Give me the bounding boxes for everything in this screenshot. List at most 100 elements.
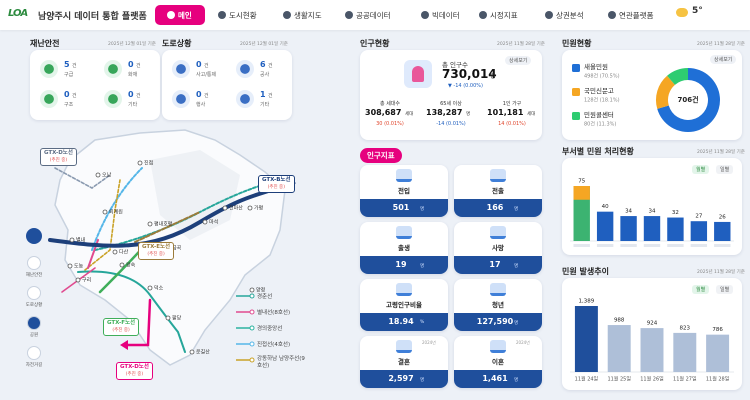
x-tick-label: 11월 27일	[673, 376, 697, 383]
indicator-value: 17	[489, 260, 501, 269]
pop-item-value: 138,287	[426, 108, 463, 117]
detail-button[interactable]: 상세보기	[505, 56, 532, 65]
pop-item-value: 101,181	[487, 108, 524, 117]
data-label: 34	[625, 209, 632, 215]
indicator-unit: %	[420, 320, 425, 325]
nav-item[interactable]: 시정지표	[477, 5, 535, 25]
legend-label: 경춘선	[257, 294, 273, 300]
total-value: 730,014	[442, 67, 497, 81]
indicator-value-bar: 17 명	[454, 256, 542, 274]
line-name: GTX-B노선	[262, 177, 291, 183]
bar	[620, 216, 637, 241]
nav-item[interactable]: 도시현황	[216, 5, 274, 25]
pop-item-unit: 세대	[527, 112, 536, 117]
line-name: GTX-E노선	[142, 244, 171, 250]
status-unit: 건	[204, 93, 209, 99]
station-name: 진접	[144, 160, 153, 167]
status-value: 0	[128, 90, 134, 99]
side-menu-icon[interactable]	[27, 346, 41, 360]
bar	[574, 306, 598, 372]
bar-highlight	[573, 186, 590, 200]
indicator-value-bar: 166 명	[454, 199, 542, 217]
status-label: 기타	[128, 102, 138, 108]
status-card: 0 건 사고/통제 6 건 공사 0 건 행사 1 건 기타	[162, 50, 292, 120]
station-dot	[222, 205, 228, 211]
nav-icon	[283, 11, 291, 19]
indicator-card[interactable]: 청년 127,590 명	[454, 279, 542, 331]
indicator-value-bar: 2,597 명	[360, 370, 448, 388]
indicator-value-bar: 501 명	[360, 199, 448, 217]
status-icon	[40, 90, 58, 108]
status-value: 1	[260, 90, 266, 99]
nav-item[interactable]: 상권분석	[543, 5, 601, 25]
total-label: 총 인구수	[442, 61, 468, 69]
nav-item[interactable]: 빅데이터	[419, 5, 477, 25]
toggle-button[interactable]: 월별	[692, 285, 710, 294]
chart-svg: 75 40 34 34 32 27 26	[570, 179, 734, 247]
x-tick-label: 11월 26일	[640, 376, 664, 383]
status-label: 사고/통제	[196, 72, 217, 78]
toggle-button[interactable]: 일별	[716, 285, 734, 294]
bar	[690, 221, 708, 241]
indicator-note: 2024년	[422, 340, 436, 345]
nav-item[interactable]: 생활지도	[281, 5, 339, 25]
station-name: 금곡	[172, 246, 182, 252]
status-label: 기타	[260, 102, 270, 108]
indicator-value: 166	[486, 203, 504, 212]
weather: 5°	[692, 6, 703, 16]
side-menu-icon[interactable]	[27, 256, 41, 270]
data-label: 924	[647, 321, 658, 327]
status-unit: 건	[72, 93, 77, 99]
nav-item[interactable]: 공공데이터	[343, 5, 401, 25]
chart-subtitle: 2025년 11월 28일 기준	[697, 42, 745, 47]
legend-swatch	[572, 64, 580, 72]
data-label: 26	[719, 214, 726, 220]
indicator-icon	[490, 283, 506, 296]
legend-label: 강동하남 남양주선(9호선)	[257, 356, 305, 369]
donut-center-label: 706건	[677, 95, 698, 104]
legend-label: 경의중앙선	[257, 326, 283, 332]
rail-line	[91, 167, 143, 251]
legend-dot	[249, 309, 255, 315]
indicator-icon	[490, 169, 506, 182]
status-unit: 건	[136, 93, 141, 99]
station-dot	[137, 160, 143, 166]
donut-slice	[657, 68, 721, 132]
station-dot	[119, 262, 125, 268]
legend-dot	[249, 341, 255, 347]
legend-label: 진접선(4호선)	[257, 342, 291, 348]
indicator-card[interactable]: 이혼 2024년 1,461 명	[454, 336, 542, 388]
indicator-unit: 명	[514, 378, 519, 383]
toggle-button[interactable]: 월별	[692, 165, 710, 174]
line-name: GTX-D노선	[44, 150, 73, 156]
indicator-card[interactable]: 전입 501 명	[360, 165, 448, 217]
side-menu-icon[interactable]	[27, 286, 41, 300]
nav-label: 시정지표	[490, 11, 518, 20]
map-pause-button[interactable]	[26, 228, 42, 244]
nav-item[interactable]: 연관플랫폼	[606, 5, 664, 25]
indicator-unit: 명	[420, 378, 425, 383]
indicator-label: 전출	[492, 187, 504, 195]
status-unit: 건	[268, 93, 273, 99]
indicator-card[interactable]: 출생 19 명	[360, 222, 448, 274]
indicator-card[interactable]: 전출 166 명	[454, 165, 542, 217]
station-name: 평내호평	[154, 221, 172, 228]
nav-icon	[608, 11, 616, 19]
nav-item-active[interactable]: 메인	[155, 5, 205, 25]
toggle-button[interactable]: 일별	[716, 165, 734, 174]
section-title: 재난안전	[30, 39, 60, 48]
indicator-value: 127,590	[476, 317, 514, 326]
value-label: 80건 (11.3%)	[584, 121, 616, 128]
bar	[643, 216, 661, 241]
nav-label: 메인	[178, 11, 192, 20]
indicator-card[interactable]: 사망 17 명	[454, 222, 542, 274]
pop-item-label: 65세 이상	[440, 101, 462, 107]
indicator-card[interactable]: 고령인구비율 18.94%	[360, 279, 448, 331]
side-menu-icon[interactable]	[27, 316, 41, 330]
detail-button[interactable]: 상세보기	[710, 55, 737, 64]
chart-title: 민원현황	[562, 39, 592, 48]
station-name: 팔당	[172, 315, 182, 322]
indicator-card[interactable]: 결혼 2024년 2,597 명	[360, 336, 448, 388]
pop-item-label: 1인 가구	[502, 101, 522, 107]
legend-dot	[249, 293, 255, 299]
